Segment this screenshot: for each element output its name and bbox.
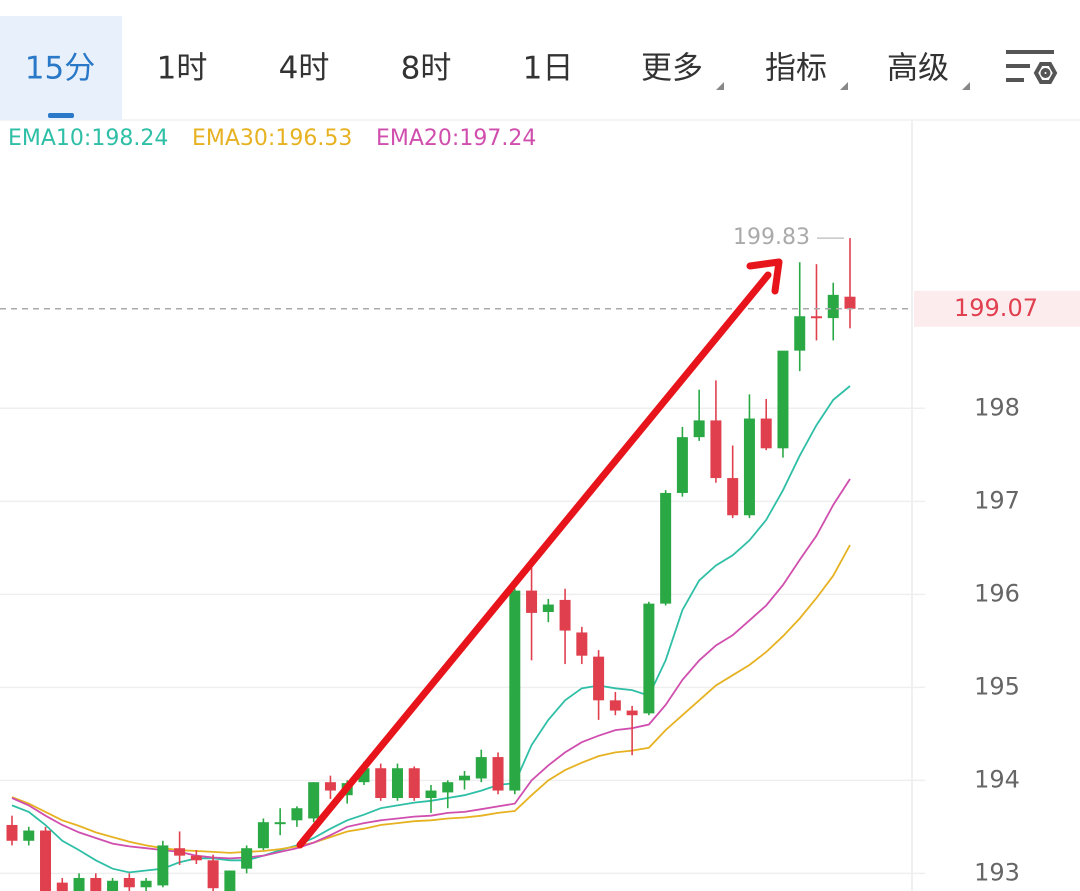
candle-body — [157, 845, 169, 886]
y-tick-label: 195 — [974, 672, 1020, 700]
dropdown-caret — [716, 82, 724, 90]
candle-body — [291, 808, 303, 821]
candle-body — [459, 775, 471, 781]
dropdown-caret — [840, 82, 848, 90]
candle-body — [107, 880, 119, 891]
tab[interactable]: 8时 — [401, 51, 452, 87]
y-tick-label: 194 — [974, 765, 1020, 793]
candle-body — [324, 782, 336, 791]
candle-body — [90, 877, 102, 891]
candle-body — [391, 768, 403, 798]
tab-label: 1日 — [523, 51, 574, 87]
tab-label: 更多 — [641, 51, 703, 87]
settings-icon[interactable] — [1006, 50, 1058, 84]
icon-gear — [1033, 62, 1058, 84]
candle-body — [123, 877, 135, 888]
high-label: 199.83 — [733, 225, 810, 250]
trend-arrow — [296, 258, 783, 849]
candle-body — [375, 768, 387, 798]
candle-body — [274, 822, 286, 825]
tab-underline — [48, 113, 74, 118]
candle-body — [308, 782, 320, 819]
candle-body — [743, 418, 755, 516]
dropdown-caret — [962, 82, 970, 90]
tab[interactable]: 指标 — [765, 51, 848, 91]
tab-label: 1时 — [157, 51, 208, 87]
candle-body — [794, 316, 806, 351]
ema-legend: EMA10:198.24 EMA30:196.53 EMA20:197.24 — [8, 126, 536, 151]
candle-body — [643, 603, 655, 714]
arrow-head — [746, 258, 783, 295]
candle-body — [442, 782, 454, 793]
tab[interactable]: 1时 — [157, 51, 208, 87]
candle-body — [660, 492, 672, 604]
candle-body — [224, 870, 236, 891]
candle-body — [509, 590, 521, 791]
candle-body — [844, 296, 856, 309]
candle-body — [73, 877, 85, 891]
tab-label: 8时 — [401, 51, 452, 87]
y-tick-label: 198 — [974, 393, 1020, 421]
legend-entry: EMA20:197.24 — [376, 126, 536, 151]
price-labels: 193 194 195 196 197 198 199.07 199.83 — [733, 225, 1080, 886]
candle-body — [760, 418, 772, 449]
candle-body — [174, 848, 186, 856]
candle-body — [140, 880, 152, 888]
candle-body — [810, 316, 822, 319]
candle-body — [626, 710, 638, 716]
candle-body — [710, 420, 722, 479]
candle-body — [777, 350, 789, 449]
tab[interactable]: 4时 — [279, 51, 330, 87]
tab[interactable]: 1日 — [523, 51, 574, 87]
candle-body — [542, 604, 554, 612]
ema-line — [11, 544, 851, 854]
candle-body — [492, 757, 504, 791]
last-price-label: 199.07 — [954, 294, 1038, 322]
candle-body — [257, 822, 269, 849]
tab-bar: 15分 1时 4时 8时 1日 更多 指标 高级 — [0, 16, 970, 120]
legend-entry: EMA10:198.24 — [8, 126, 168, 151]
tab-label: 指标 — [765, 51, 827, 87]
tab[interactable]: 高级 — [887, 51, 970, 91]
candle-body — [23, 830, 35, 841]
candle-body — [676, 437, 688, 493]
grid — [0, 407, 925, 875]
candle-body — [358, 768, 370, 783]
candle-body — [559, 599, 571, 631]
plot — [0, 238, 912, 891]
candle-body — [593, 656, 605, 701]
candle-body — [425, 790, 437, 798]
candle-body — [526, 590, 538, 613]
legend-entry: EMA30:196.53 — [192, 126, 352, 151]
candle-body — [475, 757, 487, 779]
tab-label: 15分 — [25, 51, 95, 87]
candle-body — [408, 768, 420, 798]
candle-body — [693, 420, 705, 438]
candle-body — [241, 848, 253, 869]
tab[interactable]: 更多 — [641, 51, 724, 91]
ema-line — [11, 478, 851, 860]
tab-highlight — [0, 16, 122, 120]
tab-label: 高级 — [887, 51, 949, 87]
last-price-box — [914, 290, 1080, 327]
y-tick-label: 196 — [974, 579, 1020, 607]
candle-body — [727, 478, 739, 516]
candle-body — [190, 855, 202, 861]
candle-body — [827, 294, 839, 319]
candle-body — [40, 830, 52, 891]
candle-body — [207, 860, 219, 889]
icon-gear-hole — [1040, 68, 1051, 78]
arrow-shaft — [296, 271, 772, 849]
y-tick-label: 193 — [974, 858, 1020, 886]
candle-body — [576, 632, 588, 656]
y-tick-label: 197 — [974, 486, 1020, 514]
candle-body — [609, 700, 621, 711]
candle-body — [56, 882, 68, 891]
tab-label: 4时 — [279, 51, 330, 87]
candle-body — [6, 824, 18, 841]
tab[interactable]: 15分 — [0, 16, 122, 120]
